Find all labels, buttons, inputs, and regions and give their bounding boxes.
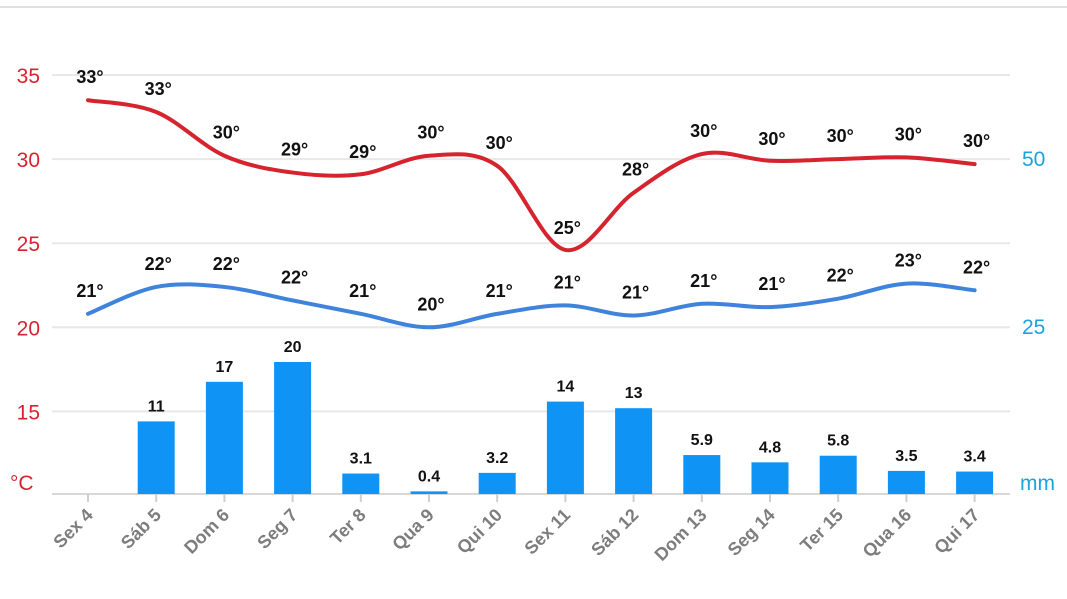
min-temp-label: 23° <box>895 251 922 271</box>
max-temp-label: 30° <box>213 123 240 143</box>
min-temp-label: 21° <box>76 281 103 301</box>
data-labels: 11 17 20 3.1 0.4 3.2 14 13 5.9 4.8 5.8 3.5 3.4 33° 33°… <box>76 67 990 485</box>
max-temp-label: 30° <box>827 126 854 146</box>
precip-bar <box>137 421 175 494</box>
precip-value-label: 11 <box>148 398 165 415</box>
max-temp-label: 30° <box>895 124 922 144</box>
precipitation-bars <box>137 362 994 494</box>
max-temp-label: 30° <box>486 133 513 153</box>
precip-bar <box>478 472 516 494</box>
precip-value-label: 3.4 <box>963 449 985 466</box>
y-tick-label-left: 30 <box>17 149 40 172</box>
max-temp-label: 29° <box>281 140 308 160</box>
x-tick-label: Sex 11 <box>520 505 574 559</box>
max-temp-label: 30° <box>963 131 990 151</box>
min-temp-label: 21° <box>758 274 785 294</box>
min-temp-label: 20° <box>417 294 444 314</box>
precip-value-label: 20 <box>284 339 302 356</box>
x-tick-label: Ter 8 <box>326 505 370 549</box>
max-temp-label: 33° <box>76 67 103 87</box>
x-tick-label: Dom 6 <box>180 505 233 558</box>
min-temp-label: 22° <box>963 257 990 277</box>
x-tick-label: Qui 17 <box>930 505 983 558</box>
precip-value-label: 3.1 <box>350 451 372 468</box>
min-temp-label: 22° <box>827 266 854 286</box>
precip-value-label: 5.8 <box>827 433 849 450</box>
y-tick-label-left: 25 <box>17 233 40 256</box>
precip-bar <box>956 471 994 494</box>
max-temp-label: 30° <box>417 123 444 143</box>
y-tick-label-left: 15 <box>17 401 40 424</box>
min-temp-label: 21° <box>349 281 376 301</box>
y-tick-label-left: 20 <box>17 317 40 340</box>
x-tick-label: Qui 10 <box>453 505 506 558</box>
min-temp-label: 22° <box>145 254 172 274</box>
x-tick-label: Sáb 12 <box>587 505 642 560</box>
max-temp-label: 30° <box>758 129 785 149</box>
max-temp-label: 33° <box>145 79 172 99</box>
min-temperature-line <box>86 281 977 330</box>
precip-bar <box>546 401 584 494</box>
left-axis-unit: °C <box>10 472 34 495</box>
top-divider <box>0 6 1067 8</box>
precip-bar <box>751 462 789 494</box>
max-temp-label: 29° <box>349 142 376 162</box>
min-temp-label: 21° <box>622 283 649 303</box>
y-tick-label-right: 25 <box>1022 316 1045 339</box>
y-tick-label-right: 50 <box>1022 148 1045 171</box>
min-temp-label: 21° <box>690 271 717 291</box>
x-axis: Sex 4 Sáb 5 Dom 6 Seg 7 Ter 8 Qua 9 Qui 10 Sex … <box>49 494 983 565</box>
max-temp-label: 28° <box>622 160 649 180</box>
precip-value-label: 4.8 <box>759 439 781 456</box>
left-axis: 35 30 25 20 15 °C <box>10 65 40 495</box>
temperature-lines <box>86 98 977 330</box>
max-temperature-line <box>86 98 977 252</box>
precip-value-label: 0.4 <box>418 468 440 485</box>
x-tick-label: Qua 16 <box>859 505 916 562</box>
min-temp-label: 22° <box>213 254 240 274</box>
precip-bar <box>274 362 312 494</box>
x-tick-label: Qua 9 <box>388 505 438 555</box>
precip-value-label: 5.9 <box>691 432 713 449</box>
y-tick-label-left: 35 <box>17 65 40 88</box>
precip-bar <box>887 470 925 494</box>
precip-value-label: 14 <box>557 379 575 396</box>
right-axis-unit: mm <box>1020 472 1055 495</box>
x-tick-label: Ter 15 <box>796 505 847 556</box>
precip-bar <box>342 473 380 494</box>
precip-bar <box>205 381 243 494</box>
min-temp-label: 21° <box>554 272 581 292</box>
precip-bar <box>410 491 448 494</box>
precip-value-label: 13 <box>625 385 643 402</box>
right-axis: 50 25 mm <box>1020 148 1055 495</box>
precip-bar <box>683 455 721 494</box>
x-tick-label: Dom 13 <box>651 505 711 565</box>
x-tick-label: Seg 14 <box>724 505 779 560</box>
precip-value-label: 3.5 <box>895 448 917 465</box>
precip-value-label: 17 <box>216 359 234 376</box>
x-tick-label: Sáb 5 <box>117 505 165 553</box>
min-temp-label: 21° <box>486 281 513 301</box>
precip-value-label: 3.2 <box>486 450 508 467</box>
precip-bar <box>819 455 857 494</box>
x-tick-label: Sex 4 <box>49 505 96 552</box>
min-temp-label: 22° <box>281 267 308 287</box>
max-temp-label: 30° <box>690 121 717 141</box>
x-tick-label: Seg 7 <box>253 505 301 553</box>
precip-bar <box>615 408 653 494</box>
max-temp-label: 25° <box>554 218 581 238</box>
